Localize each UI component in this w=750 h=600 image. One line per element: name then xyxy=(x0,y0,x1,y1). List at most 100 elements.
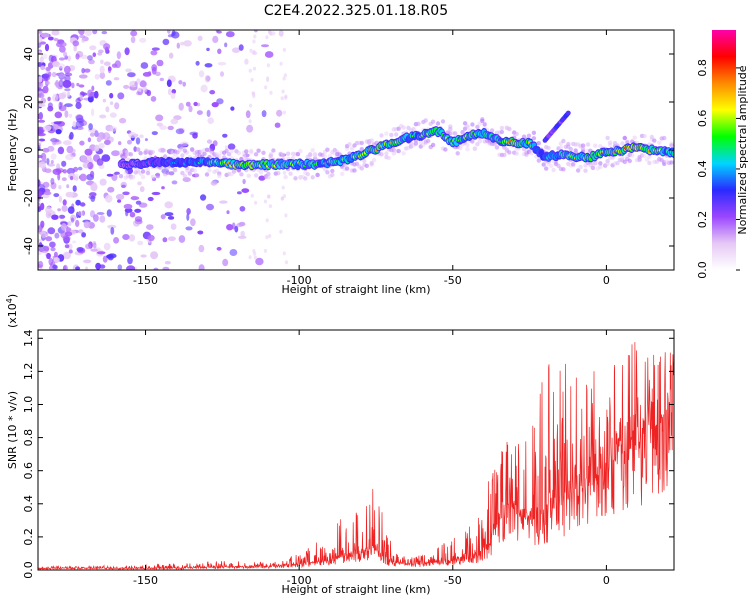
heat-cell xyxy=(53,193,60,198)
heat-cell xyxy=(131,174,136,180)
heat-cell xyxy=(170,118,179,125)
heat-cell xyxy=(556,163,561,168)
heat-cell xyxy=(180,141,189,147)
heat-cell xyxy=(162,38,170,46)
heat-cell xyxy=(627,158,632,164)
heat-cell xyxy=(322,154,328,159)
heat-cell xyxy=(558,145,564,150)
heat-cell xyxy=(583,168,588,173)
heat-cell xyxy=(264,85,268,90)
heat-cell xyxy=(50,153,57,160)
heat-cell xyxy=(106,173,114,177)
snr-multiplier: (x104) xyxy=(5,294,19,328)
heat-cell xyxy=(325,170,330,175)
heat-cell xyxy=(105,106,110,113)
heat-cell xyxy=(54,232,60,239)
heat-cell xyxy=(548,163,554,169)
heat-cell xyxy=(268,153,274,158)
heat-cell xyxy=(92,30,98,35)
heat-cell xyxy=(55,79,59,88)
heat-cell xyxy=(145,167,151,173)
heat-cell xyxy=(47,227,56,235)
heat-cell xyxy=(120,181,128,188)
heat-cell xyxy=(226,224,234,231)
heat-cell xyxy=(129,80,139,88)
heat-cell xyxy=(61,205,68,212)
heat-cell xyxy=(89,45,97,51)
spectrogram-y-label: Frequency (Hz) xyxy=(6,109,19,192)
heat-cell xyxy=(359,140,364,146)
heat-cell xyxy=(186,213,190,221)
heat-cell xyxy=(68,249,73,254)
heat-cell xyxy=(195,172,200,178)
heat-cell xyxy=(142,86,148,93)
heat-cell xyxy=(571,161,576,167)
heat-cell xyxy=(145,170,151,176)
heat-cell xyxy=(197,35,203,41)
heat-cell xyxy=(250,77,254,82)
heat-cell xyxy=(161,186,165,190)
heat-cell xyxy=(605,161,610,166)
heat-cell xyxy=(669,160,674,165)
heat-cell xyxy=(411,127,416,132)
heat-cell xyxy=(590,165,596,170)
heat-cell xyxy=(85,266,89,270)
heat-cell xyxy=(384,131,389,136)
heat-cell xyxy=(47,96,51,102)
heat-cell xyxy=(268,234,272,238)
heat-cell xyxy=(102,98,107,103)
colorbar-gradient xyxy=(712,30,736,270)
x-tick-label: 0 xyxy=(603,274,610,287)
heat-cell xyxy=(137,181,142,186)
heat-cell xyxy=(188,105,193,113)
heat-cell xyxy=(202,151,207,156)
heat-cell xyxy=(106,209,112,217)
heat-cell xyxy=(230,106,235,111)
heat-cell xyxy=(64,103,73,108)
heat-cell xyxy=(84,148,93,156)
heat-cell xyxy=(206,75,211,82)
heat-cell xyxy=(46,252,51,260)
heat-cell xyxy=(48,257,54,266)
heat-cell xyxy=(116,51,122,60)
heat-cell xyxy=(180,153,185,158)
heat-cell xyxy=(620,141,625,146)
heat-cell xyxy=(186,208,191,215)
heat-cell xyxy=(182,148,188,153)
heat-cell xyxy=(40,65,46,70)
heat-cell xyxy=(246,124,254,133)
heat-cell xyxy=(642,153,647,159)
heat-cell xyxy=(209,90,216,95)
colorbar-tick-label: 0.4 xyxy=(696,160,709,178)
heat-cell xyxy=(61,223,67,231)
heat-cell xyxy=(38,267,43,270)
heat-cell xyxy=(38,179,41,187)
heat-cell xyxy=(67,91,71,98)
heat-cell xyxy=(109,126,118,132)
heat-cell xyxy=(104,139,111,146)
heat-cell xyxy=(352,168,357,173)
heat-cell xyxy=(150,96,157,102)
heat-cell xyxy=(282,47,286,52)
heat-cell xyxy=(38,260,44,269)
heat-cell xyxy=(147,234,155,242)
heat-cell xyxy=(78,30,85,36)
heat-cell xyxy=(38,190,42,198)
heat-cell xyxy=(66,167,75,175)
heat-cell xyxy=(41,32,50,38)
spectrogram-y-ticks: -40 -20 0 20 40 xyxy=(22,47,674,255)
heat-cell xyxy=(252,39,256,44)
heat-cell xyxy=(59,45,66,53)
heat-cell xyxy=(167,88,172,96)
heat-cell xyxy=(261,110,267,118)
heat-cell xyxy=(63,65,71,74)
heat-cell xyxy=(140,254,147,258)
heat-cell xyxy=(462,121,468,126)
heat-cell xyxy=(45,206,52,214)
heat-cell xyxy=(622,135,627,141)
heat-cell xyxy=(70,175,74,181)
heat-cell xyxy=(269,90,273,95)
heat-cell xyxy=(475,142,480,147)
heat-cell xyxy=(62,199,67,206)
y-tick-label: 0 xyxy=(22,147,35,154)
